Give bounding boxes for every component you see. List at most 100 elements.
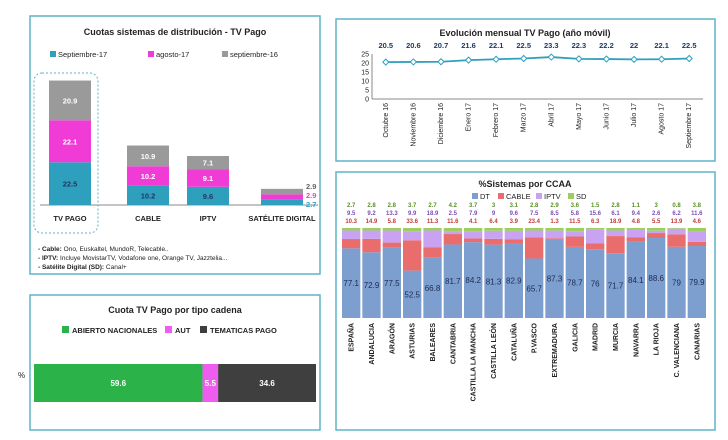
data-label-iptv: 6.1 — [611, 211, 620, 217]
bar-espana-dt — [342, 248, 361, 318]
bar-extremadura-sd — [545, 228, 564, 231]
note-text: Canal+ — [104, 264, 127, 271]
legend-label-abierto-nacionales: ABIERTO NACIONALES — [72, 326, 157, 335]
point-abril-17 — [547, 53, 555, 61]
bar-canarias-iptv — [687, 231, 706, 242]
bar-castilla-la-mancha-dt — [464, 242, 483, 318]
point-julio-17 — [630, 55, 638, 64]
bar-iptv-agosto-17 — [187, 169, 229, 187]
legend-label-aut: AUT — [175, 326, 191, 335]
note-1: - IPTV: Incluye MovistarTV, Vodafone one… — [38, 255, 228, 262]
data-label-iptv: 5.8 — [571, 211, 580, 217]
x-tick-tv-pago: TV PAGO — [53, 214, 86, 223]
bar-espana-sd — [342, 228, 361, 231]
point-agosto-17 — [657, 55, 666, 63]
x-tick-madrid: MADRID — [593, 323, 600, 351]
data-label-cable: 14.9 — [366, 219, 378, 225]
bar-c-valenciana-cable — [667, 234, 686, 247]
data-label-iptv: 9.2 — [367, 211, 376, 217]
legend-swatch-dt — [472, 193, 478, 199]
data-label-iptv: 7.5 — [530, 211, 539, 217]
bar-castilla-leon-dt — [484, 244, 503, 318]
bar-navarra-cable — [626, 237, 645, 242]
data-label-sd: 2.8 — [611, 203, 620, 209]
data-label-iptv: 18.9 — [427, 211, 439, 217]
bar-la-rioja-iptv — [647, 230, 666, 234]
legend-swatch-aut — [165, 326, 172, 333]
bar-madrid-dt — [586, 249, 605, 318]
x-tick-aragon: ARAGÓN — [387, 323, 396, 354]
bar-iptv-septiembre-17 — [187, 186, 229, 205]
bar-murcia-sd — [606, 228, 625, 231]
x-tick-noviembre-16: Noviembre 16 — [410, 103, 417, 147]
data-label: 52.5 — [404, 290, 420, 299]
data-label: 22.1 — [654, 41, 669, 50]
bar-galicia-sd — [565, 228, 584, 232]
data-label-sd: 2.7 — [428, 203, 437, 209]
bar-navarra-dt — [626, 241, 645, 318]
legend-swatch-iptv — [536, 193, 542, 199]
data-label-iptv: 9.6 — [510, 211, 519, 217]
data-label: 22.5 — [516, 41, 531, 50]
bar-satelite-digital-septiembre-16 — [261, 188, 303, 195]
legend-label-agosto-17: agosto-17 — [156, 50, 189, 59]
bar-cataluna-cable — [504, 239, 523, 244]
bar-castilla-leon-iptv — [484, 230, 503, 239]
data-label: 10.9 — [141, 152, 156, 161]
data-label-sd: 1.1 — [632, 203, 641, 209]
bar-la-rioja-dt — [647, 238, 666, 318]
bar-cataluna-sd — [504, 228, 523, 231]
bar-castilla-la-mancha-cable — [464, 238, 483, 243]
bar-navarra-sd — [626, 228, 645, 229]
data-label-cable: 5.5 — [652, 219, 661, 225]
data-label-outside: 2.9 — [306, 191, 316, 200]
data-label-outside: 2.9 — [306, 182, 316, 191]
data-label: 88.6 — [648, 274, 664, 283]
bar-cantabria-dt — [443, 244, 462, 318]
data-label-sd: 3.7 — [408, 203, 417, 209]
data-label-iptv: 7.9 — [469, 211, 478, 217]
data-label-outside: 2.7 — [306, 200, 316, 209]
data-label: 79.9 — [689, 278, 705, 287]
bar-cantabria-cable — [443, 234, 462, 245]
bar-murcia-cable — [606, 236, 625, 254]
bar-cataluna-dt — [504, 243, 523, 318]
data-label-sd: 3.6 — [571, 203, 580, 209]
point-enero-17 — [464, 56, 473, 64]
bar-cantabria-sd — [443, 228, 462, 232]
bar-satelite-digital-agosto-17 — [261, 194, 303, 200]
data-label-iptv: 9.5 — [347, 211, 356, 217]
bar-murcia-dt — [606, 253, 625, 318]
bar-baleares-sd — [423, 228, 442, 231]
distribution-title: Cuotas sistemas de distribución - TV Pag… — [84, 27, 267, 37]
y-tick: 10 — [361, 79, 369, 86]
bar-extremadura-cable — [545, 238, 564, 240]
bar-cable-agosto-17 — [127, 166, 169, 186]
bar-andalucia-sd — [362, 228, 381, 231]
data-label-iptv: 9.4 — [632, 211, 641, 217]
bar-castilla-leon-cable — [484, 238, 503, 245]
panel-channel-type — [29, 294, 321, 431]
x-tick-junio-17: Junio 17 — [603, 103, 610, 130]
bar-cataluna-iptv — [504, 230, 523, 240]
data-label-cable: 4.8 — [632, 219, 641, 225]
x-tick-la-rioja: LA RIOJA — [654, 323, 661, 355]
bar-aragon-dt — [382, 247, 401, 318]
data-label-cable: 4.6 — [693, 219, 702, 225]
legend-swatch-abierto-nacionales — [62, 326, 69, 333]
data-label: 59.6 — [110, 379, 126, 388]
ccaa-chart: DT CABLE IPTV SD 77.1 10.3 9.5 2.7 ESPAÑA 72.9 14.… — [342, 192, 706, 401]
y-tick: 0 — [365, 97, 369, 104]
monthly-chart: 0 5 10 15 20 25 20.5 Octubre 16 20.6 Noviembre 16… — [361, 41, 703, 149]
data-label-cable: 23.4 — [528, 219, 540, 225]
data-label-iptv: 2.5 — [449, 211, 458, 217]
data-label-cable: 5.8 — [388, 219, 397, 225]
data-label-sd: 2.9 — [550, 203, 559, 209]
data-label: 10.2 — [141, 172, 156, 181]
data-label-cable: 4.1 — [469, 219, 478, 225]
bar-cable-septiembre-17 — [127, 185, 169, 205]
x-tick-cable: CABLE — [135, 214, 161, 223]
bar-asturias-iptv — [403, 231, 422, 241]
bar-abierto-nacionales — [34, 364, 203, 402]
note-text: Ono, Euskaltel, MundoR, Telecable.. — [62, 246, 169, 253]
